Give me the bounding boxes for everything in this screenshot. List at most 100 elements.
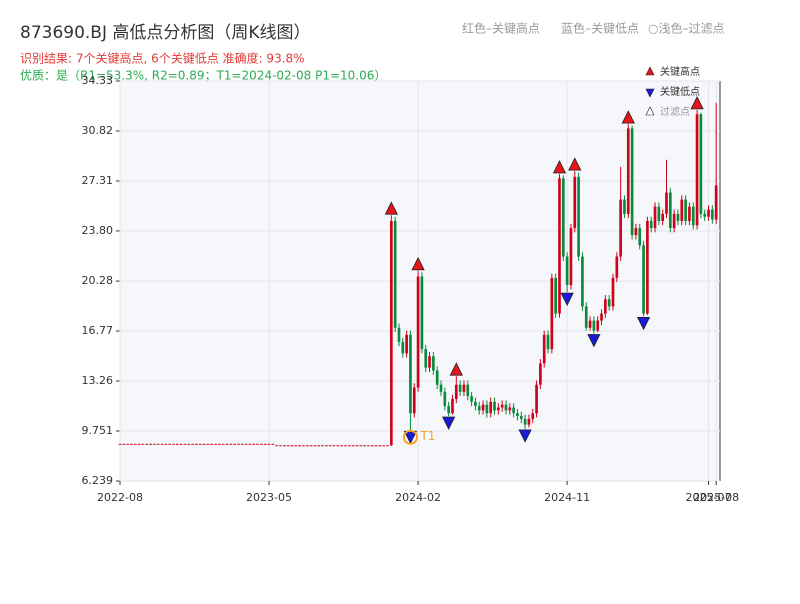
candle-body [179, 443, 183, 445]
candle-body [137, 443, 141, 445]
candle-body [707, 209, 710, 217]
candle-body [122, 443, 126, 445]
candle-body [302, 445, 305, 447]
candle-body [202, 443, 206, 445]
candle-body [390, 220, 393, 446]
candle-body [454, 384, 458, 399]
annotation-circle [402, 429, 418, 445]
candle-body [298, 445, 301, 447]
candle-body [325, 445, 328, 447]
annotation-label: T1 [419, 429, 435, 443]
candle-body [428, 356, 431, 368]
candle-body [600, 313, 603, 321]
candle-body [275, 445, 279, 447]
candle-body [309, 445, 313, 447]
candle-body [355, 445, 359, 447]
candle-body [527, 418, 531, 425]
candle-body [145, 443, 149, 445]
candle-body [485, 404, 489, 414]
candle-body [183, 443, 187, 445]
candle-body [191, 443, 194, 445]
candle-body [210, 443, 214, 445]
y-tick-label: 16.77 [82, 324, 114, 337]
candle-body [516, 413, 519, 417]
candle-body [317, 445, 321, 447]
candle-body [691, 206, 695, 226]
candle-body [642, 245, 645, 314]
candle-body [156, 443, 160, 445]
candle-body [225, 443, 229, 445]
candle-body [412, 387, 416, 414]
candle-body [676, 213, 680, 221]
candle-body [267, 443, 271, 445]
candle-body [229, 443, 233, 445]
candle-body [305, 445, 309, 447]
candle-body [175, 443, 179, 445]
x-tick-label: 2023-05 [246, 491, 292, 504]
y-tick-label: 27.31 [82, 174, 114, 187]
candle-body [378, 445, 382, 447]
candle-body [187, 443, 191, 445]
candle-body [279, 445, 282, 447]
subtitle: 识别结果: 7个关键高点, 6个关键低点 准确度: 93.8% [20, 51, 305, 66]
candle-body [397, 327, 401, 343]
candle-body [313, 445, 317, 447]
candle-body [646, 220, 649, 314]
x-tick-label: 2025-07 [686, 491, 732, 504]
high-marker [449, 362, 463, 376]
y-tick-label: 23.80 [82, 224, 114, 237]
candle-body [439, 384, 443, 392]
high-marker [568, 157, 582, 171]
candle-body [714, 185, 718, 220]
candle-body [569, 228, 573, 286]
candle-body [118, 443, 122, 445]
chart-title: 873690.BJ 高低点分析图（周K线图） [20, 23, 311, 43]
candle-body [405, 334, 408, 354]
candle-body [363, 445, 366, 447]
candle-body [634, 228, 638, 236]
candle-body [290, 445, 294, 447]
candle-body [458, 384, 462, 392]
candle-body [336, 445, 340, 447]
candle-body [340, 445, 343, 447]
candle-body [661, 213, 665, 221]
candle-body [512, 407, 515, 414]
candle-body [539, 363, 542, 385]
legend-label: 关键低点 [660, 85, 700, 98]
candle-body [248, 443, 252, 445]
candle-body [432, 356, 435, 371]
candle-body [451, 398, 454, 414]
candle-body [130, 443, 133, 445]
candle-body [141, 443, 145, 445]
candle-body [508, 407, 512, 411]
candle-body [244, 443, 248, 445]
candle-body [668, 192, 672, 229]
candle-body [688, 206, 691, 221]
candle-body [630, 128, 634, 236]
candle-body [500, 404, 504, 408]
candle-body [198, 443, 202, 445]
candle-body [447, 406, 450, 414]
candle-body [263, 443, 267, 445]
candle-body [665, 192, 668, 214]
candle-body [695, 114, 699, 226]
candle-body [474, 401, 477, 407]
candle-body [168, 443, 172, 445]
candle-body [626, 128, 630, 214]
candle-body [481, 404, 485, 411]
candle-body [351, 445, 355, 447]
candle-body [470, 396, 473, 402]
candle-body [286, 445, 290, 447]
candle-body [126, 443, 129, 445]
candle-body [160, 443, 164, 445]
candle-body [466, 384, 470, 397]
candle-body [252, 443, 256, 445]
low-marker [636, 316, 651, 331]
low-marker [442, 416, 456, 430]
candle-body [328, 445, 332, 447]
candle-body [443, 391, 447, 407]
candle-body [271, 443, 275, 445]
candle-body [240, 443, 244, 445]
high-marker [384, 201, 398, 215]
